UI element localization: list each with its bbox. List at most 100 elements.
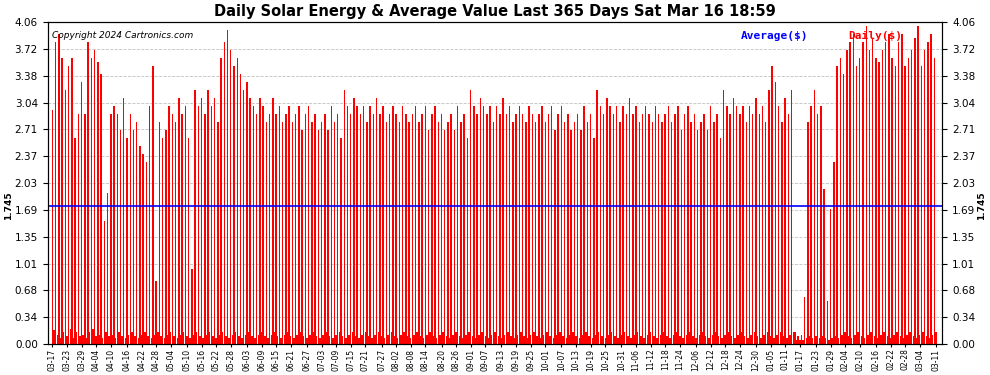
Bar	[867, 335, 868, 344]
Bar	[895, 66, 896, 344]
Bar	[507, 333, 509, 344]
Bar	[825, 338, 827, 344]
Bar	[517, 335, 519, 344]
Bar	[191, 269, 193, 344]
Bar	[95, 336, 97, 344]
Bar	[758, 114, 760, 344]
Bar	[873, 336, 875, 344]
Bar	[618, 338, 619, 344]
Bar	[288, 106, 290, 344]
Bar	[463, 114, 465, 344]
Bar	[891, 58, 893, 344]
Bar	[921, 66, 922, 344]
Bar	[592, 338, 593, 344]
Bar	[882, 50, 883, 344]
Bar	[905, 66, 906, 344]
Bar	[546, 333, 547, 344]
Bar	[405, 114, 407, 344]
Bar	[363, 106, 364, 344]
Bar	[138, 338, 139, 344]
Bar	[887, 336, 888, 344]
Bar	[54, 42, 56, 344]
Bar	[100, 74, 102, 344]
Bar	[306, 338, 308, 344]
Bar	[410, 338, 412, 344]
Bar	[272, 98, 273, 344]
Bar	[237, 58, 238, 344]
Bar	[61, 58, 63, 344]
Bar	[283, 335, 285, 344]
Bar	[555, 335, 557, 344]
Bar	[333, 338, 334, 344]
Bar	[458, 336, 460, 344]
Bar	[793, 333, 794, 344]
Bar	[779, 333, 781, 344]
Bar	[502, 98, 504, 344]
Bar	[619, 122, 621, 344]
Bar	[629, 98, 631, 344]
Bar	[855, 66, 857, 344]
Bar	[229, 338, 230, 344]
Bar	[799, 340, 801, 344]
Bar	[389, 114, 390, 344]
Bar	[438, 122, 439, 344]
Bar	[155, 281, 156, 344]
Bar	[303, 336, 305, 344]
Bar	[282, 122, 283, 344]
Bar	[381, 336, 382, 344]
Bar	[875, 58, 877, 344]
Bar	[815, 336, 817, 344]
Bar	[524, 336, 525, 344]
Bar	[860, 336, 862, 344]
Bar	[158, 122, 160, 344]
Bar	[656, 338, 657, 344]
Bar	[747, 338, 748, 344]
Bar	[748, 106, 750, 344]
Bar	[664, 114, 666, 344]
Bar	[452, 335, 453, 344]
Bar	[733, 98, 734, 344]
Bar	[66, 336, 67, 344]
Bar	[791, 90, 792, 344]
Bar	[832, 338, 833, 344]
Bar	[384, 338, 385, 344]
Bar	[316, 336, 318, 344]
Bar	[888, 34, 890, 344]
Bar	[242, 338, 243, 344]
Bar	[430, 333, 431, 344]
Bar	[761, 106, 763, 344]
Bar	[358, 338, 359, 344]
Bar	[102, 338, 103, 344]
Bar	[509, 106, 510, 344]
Bar	[883, 333, 885, 344]
Bar	[337, 114, 339, 344]
Bar	[692, 336, 694, 344]
Bar	[913, 336, 914, 344]
Bar	[522, 114, 524, 344]
Bar	[770, 336, 771, 344]
Bar	[359, 114, 361, 344]
Bar	[199, 336, 201, 344]
Bar	[909, 333, 911, 344]
Bar	[341, 138, 342, 344]
Bar	[252, 106, 254, 344]
Bar	[626, 114, 627, 344]
Bar	[603, 114, 604, 344]
Bar	[243, 90, 245, 344]
Bar	[519, 106, 520, 344]
Bar	[351, 333, 353, 344]
Bar	[264, 336, 265, 344]
Bar	[342, 336, 344, 344]
Bar	[84, 114, 85, 344]
Bar	[183, 333, 184, 344]
Bar	[649, 333, 651, 344]
Bar	[240, 74, 242, 344]
Bar	[544, 122, 546, 344]
Bar	[840, 58, 842, 344]
Bar	[127, 138, 128, 344]
Bar	[864, 338, 865, 344]
Bar	[872, 38, 873, 344]
Bar	[530, 335, 532, 344]
Bar	[829, 340, 830, 344]
Bar	[742, 106, 743, 344]
